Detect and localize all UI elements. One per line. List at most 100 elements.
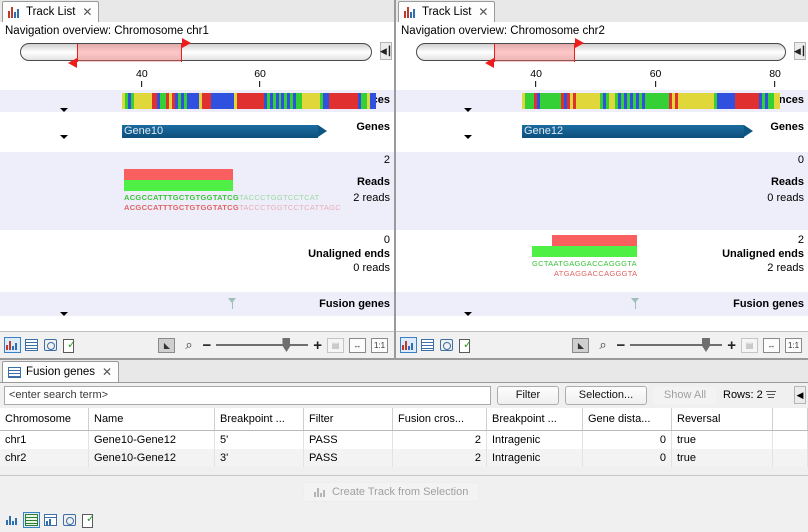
track-count-unaligned: 0 bbox=[383, 234, 390, 246]
nucleotide-column bbox=[624, 93, 627, 109]
zoom-tool-icon[interactable]: ⌕ bbox=[599, 337, 607, 352]
track-history-icon[interactable] bbox=[43, 338, 58, 352]
fusion-genes-table[interactable]: Chromosome Name Breakpoint ... Filter Fu… bbox=[0, 408, 808, 467]
fit-width-icon[interactable]: ▤ bbox=[741, 337, 758, 353]
nucleotide-column bbox=[130, 93, 134, 109]
tab-label: Fusion genes bbox=[26, 366, 96, 378]
navigation-overview-bar[interactable] bbox=[396, 38, 808, 68]
table-grouped-icon[interactable] bbox=[43, 513, 58, 527]
close-icon[interactable]: ✕ bbox=[478, 5, 489, 19]
table-history-icon[interactable] bbox=[62, 513, 77, 527]
zoom-out-button[interactable]: − bbox=[616, 336, 626, 354]
track-chart-icon[interactable] bbox=[400, 337, 417, 353]
gene-feature-bar[interactable]: Gene10 bbox=[122, 125, 327, 138]
column-header-chromosome[interactable]: Chromosome bbox=[0, 408, 89, 431]
pointer-tool-icon[interactable]: ◣ bbox=[572, 337, 590, 353]
chromosome-track[interactable] bbox=[20, 38, 372, 68]
track-row-reads[interactable]: 0 Reads 0 reads bbox=[396, 152, 808, 230]
close-icon[interactable]: ✕ bbox=[102, 365, 113, 379]
close-icon[interactable]: ✕ bbox=[82, 5, 93, 19]
filter-button[interactable]: Filter bbox=[497, 385, 559, 405]
zoom-in-button[interactable]: + bbox=[313, 336, 322, 354]
track-caret-icon[interactable] bbox=[60, 135, 68, 139]
zoom-tool-icon[interactable]: ⌕ bbox=[185, 337, 193, 352]
table-row[interactable]: chr2 Gene10-Gene12 3' PASS 2 Intragenic … bbox=[0, 449, 808, 467]
track-row-references[interactable]: References bbox=[396, 90, 808, 112]
zoom-slider-knob[interactable] bbox=[701, 338, 710, 352]
track-row-genes[interactable]: Genes Gene10 bbox=[0, 112, 394, 152]
search-input[interactable]: <enter search term> bbox=[4, 385, 491, 405]
nucleotide-column bbox=[651, 93, 654, 109]
rows-dropdown-icon[interactable] bbox=[765, 390, 776, 400]
track-caret-icon[interactable] bbox=[464, 312, 472, 316]
rows-count[interactable]: Rows: 2 bbox=[723, 389, 776, 401]
column-header-name[interactable]: Name bbox=[88, 408, 215, 431]
table-chart-icon[interactable] bbox=[5, 513, 20, 527]
read-bar-red[interactable] bbox=[124, 169, 233, 180]
nucleotide-column bbox=[325, 93, 329, 109]
pointer-tool-icon[interactable]: ◣ bbox=[158, 337, 176, 353]
track-canvas-chr1[interactable]: Navigation overview: Chromosome chr1 ◀┃ … bbox=[0, 22, 394, 330]
fusion-marker-icon[interactable] bbox=[631, 298, 640, 309]
zoom-100-icon[interactable]: 1:1 bbox=[371, 337, 388, 353]
gene-feature-bar[interactable]: Gene12 bbox=[522, 125, 753, 138]
track-caret-icon[interactable] bbox=[464, 108, 472, 112]
unaligned-bar-green[interactable] bbox=[532, 246, 637, 257]
zoom-slider[interactable] bbox=[630, 338, 723, 352]
create-track-from-selection-button[interactable]: Create Track from Selection bbox=[303, 482, 480, 502]
track-row-reads[interactable]: 2 Reads 2 reads ACGCCATTTGCTGTGGTATCGTAC… bbox=[0, 152, 394, 230]
track-element-info-icon[interactable]: ✓ bbox=[62, 338, 77, 353]
column-header-reversal[interactable]: Reversal bbox=[671, 408, 773, 431]
zoom-100-icon[interactable]: 1:1 bbox=[785, 337, 802, 353]
chromosome-track[interactable] bbox=[416, 38, 786, 68]
collapse-right-panel-button[interactable]: ◀┃ bbox=[794, 42, 806, 60]
track-canvas-chr2[interactable]: Navigation overview: Chromosome chr2 ◀┃ … bbox=[396, 22, 808, 330]
column-header-fusion-crossing[interactable]: Fusion cros... bbox=[392, 408, 487, 431]
track-row-unaligned-ends[interactable]: 2 Unaligned ends 2 reads GCTAATGAGGACCAG… bbox=[396, 230, 808, 292]
track-table-icon[interactable] bbox=[24, 338, 39, 352]
column-header-breakpoint-type[interactable]: Breakpoint ... bbox=[486, 408, 583, 431]
track-history-icon[interactable] bbox=[439, 338, 454, 352]
show-all-button[interactable]: Show All bbox=[653, 385, 717, 405]
tab-track-list-chr1[interactable]: Track List ✕ bbox=[2, 1, 100, 22]
zoom-slider-knob[interactable] bbox=[282, 338, 291, 352]
navigation-overview-bar[interactable] bbox=[0, 38, 394, 68]
track-chart-icon[interactable] bbox=[4, 337, 21, 353]
track-element-info-icon[interactable]: ✓ bbox=[458, 338, 473, 353]
track-row-references[interactable]: References bbox=[0, 90, 394, 112]
nucleotide-column bbox=[251, 93, 255, 109]
navigation-selection-chr2[interactable] bbox=[494, 44, 576, 62]
fusion-marker-icon[interactable] bbox=[228, 298, 237, 309]
navigation-selection-chr1[interactable] bbox=[77, 44, 182, 62]
read-bar-green[interactable] bbox=[124, 180, 233, 191]
table-row[interactable]: chr1 Gene10-Gene12 5' PASS 2 Intragenic … bbox=[0, 430, 808, 449]
track-table-icon[interactable] bbox=[420, 338, 435, 352]
ruler-tick: 80 bbox=[769, 68, 781, 87]
table-element-info-icon[interactable]: ✓ bbox=[81, 513, 96, 528]
zoom-slider[interactable] bbox=[216, 338, 309, 352]
tab-track-list-chr2[interactable]: Track List ✕ bbox=[398, 1, 496, 22]
column-header-gene-distance[interactable]: Gene dista... bbox=[582, 408, 672, 431]
track-caret-icon[interactable] bbox=[464, 135, 472, 139]
zoom-out-button[interactable]: − bbox=[202, 336, 212, 354]
unaligned-bar-red[interactable] bbox=[552, 235, 637, 246]
track-row-fusion-genes[interactable]: Fusion genes bbox=[396, 292, 808, 316]
collapse-table-panel-button[interactable]: ◀ bbox=[794, 386, 806, 404]
column-header-filter[interactable]: Filter bbox=[303, 408, 393, 431]
table-view-icon[interactable] bbox=[23, 512, 40, 528]
track-row-fusion-genes[interactable]: Fusion genes bbox=[0, 292, 394, 316]
track-caret-icon[interactable] bbox=[60, 312, 68, 316]
column-header-breakpoint-side[interactable]: Breakpoint ... bbox=[214, 408, 304, 431]
fit-selection-icon[interactable]: ↔ bbox=[349, 337, 366, 353]
fit-selection-icon[interactable]: ↔ bbox=[763, 337, 780, 353]
track-row-genes[interactable]: Genes Gene12 bbox=[396, 112, 808, 152]
nucleotide-column bbox=[166, 93, 170, 109]
tab-fusion-genes[interactable]: Fusion genes ✕ bbox=[2, 361, 120, 382]
track-caret-icon[interactable] bbox=[60, 108, 68, 112]
selection-button[interactable]: Selection... bbox=[565, 385, 647, 405]
ruler-chr2: 40 60 80 bbox=[396, 68, 808, 90]
fit-width-icon[interactable]: ▤ bbox=[327, 337, 344, 353]
zoom-in-button[interactable]: + bbox=[727, 336, 736, 354]
collapse-left-panel-button[interactable]: ◀┃ bbox=[380, 42, 392, 60]
track-row-unaligned-ends[interactable]: 0 Unaligned ends 0 reads bbox=[0, 230, 394, 292]
